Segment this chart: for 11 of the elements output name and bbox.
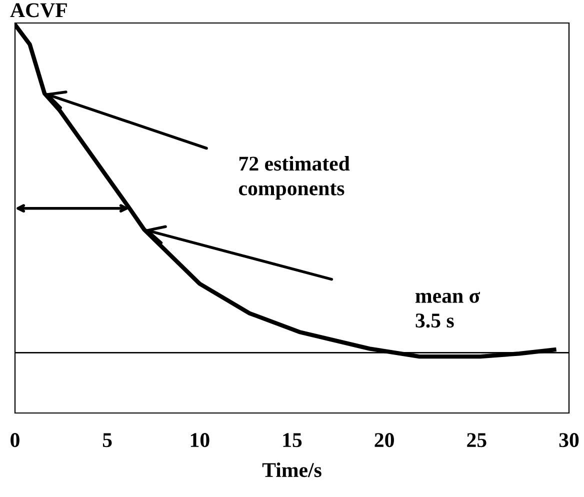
y-axis-title: ACVF xyxy=(10,3,67,18)
x-tick-label: 15 xyxy=(283,433,302,448)
x-tick-label: 20 xyxy=(374,433,394,448)
x-tick-label: 25 xyxy=(467,433,486,448)
x-tick-label: 5 xyxy=(102,433,112,448)
x-tick-label: 10 xyxy=(190,433,210,448)
annotation: 72 estimated components xyxy=(238,156,350,200)
x-axis-title: Time/s xyxy=(262,462,322,478)
x-tick-label: 0 xyxy=(10,433,20,448)
x-tick-label: 30 xyxy=(559,433,579,448)
annotation: mean σ 3.5 s xyxy=(416,292,480,328)
